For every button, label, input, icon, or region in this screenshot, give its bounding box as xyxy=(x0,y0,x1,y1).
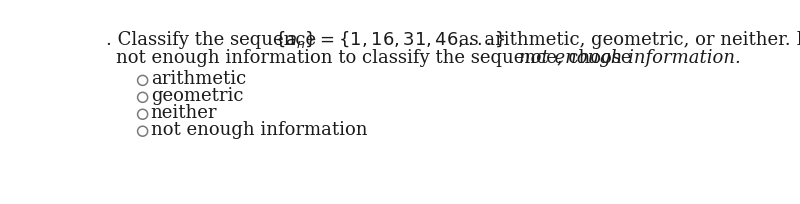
Text: as arithmetic, geometric, or neither. If there is: as arithmetic, geometric, or neither. If… xyxy=(453,31,800,49)
Text: $\{a_n\} = \{1, 16, 31, 46,...\}$: $\{a_n\} = \{1, 16, 31, 46,...\}$ xyxy=(274,29,506,50)
Text: not enough information: not enough information xyxy=(150,120,367,138)
Text: not enough information to classify the sequence, choose: not enough information to classify the s… xyxy=(115,49,637,67)
Text: not enough information.: not enough information. xyxy=(519,49,742,67)
Text: geometric: geometric xyxy=(150,86,243,104)
Text: . Classify the sequence: . Classify the sequence xyxy=(106,31,322,49)
Text: neither: neither xyxy=(150,103,218,121)
Text: arithmetic: arithmetic xyxy=(150,70,246,88)
